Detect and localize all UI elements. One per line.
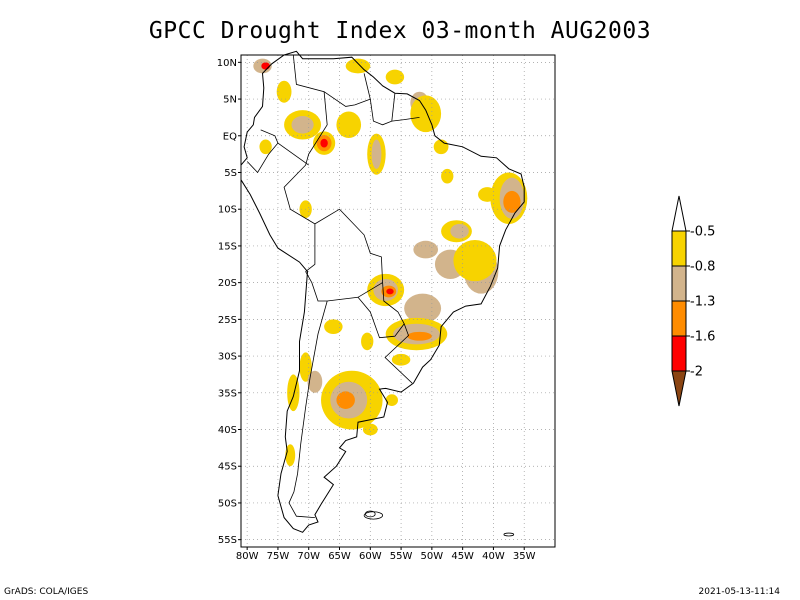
drought-patch [291, 115, 314, 134]
drought-patch [407, 331, 432, 341]
country-border [246, 129, 279, 174]
island-outline [363, 511, 384, 520]
lon-tick-label: 80W [236, 551, 259, 562]
lat-tick-label: 50S [218, 498, 237, 509]
country-border [357, 282, 405, 339]
legend-label: -0.5 [690, 225, 715, 240]
lon-tick-label: 50W [421, 551, 444, 562]
drought-patch [386, 288, 394, 295]
country-border [277, 142, 309, 166]
drought-patch [259, 139, 272, 155]
lon-tick-label: 65W [328, 551, 351, 562]
lon-tick-label: 35W [513, 551, 536, 562]
drought-patch [362, 423, 378, 436]
drought-patch [503, 190, 521, 213]
lat-tick-label: 10S [218, 205, 237, 216]
legend-label: -1.3 [690, 295, 715, 310]
drought-patch [320, 138, 328, 148]
drought-patch [441, 168, 454, 184]
map-frame [240, 54, 556, 548]
legend-label: -0.8 [690, 260, 715, 275]
lat-tick-label: 40S [218, 425, 237, 436]
lat-tick-label: EQ [223, 131, 237, 142]
coastline-borders [240, 50, 525, 537]
legend-swatch [671, 230, 687, 267]
country-border [391, 93, 396, 122]
drought-patch [413, 240, 439, 259]
lon-tick-label: 40W [482, 551, 505, 562]
lon-tick-label: 45W [451, 551, 474, 562]
lon-tick-label: 70W [297, 551, 320, 562]
lat-tick-label: 25S [218, 315, 237, 326]
lat-tick-label: 5N [223, 95, 237, 106]
country-border [369, 99, 420, 126]
drought-patch [276, 80, 292, 103]
legend-label: -1.6 [690, 330, 715, 345]
lat-tick-label: 30S [218, 352, 237, 363]
lat-tick-label: 20S [218, 278, 237, 289]
south-america-coastline [240, 50, 525, 533]
drought-patch [371, 139, 382, 169]
drought-patch [285, 444, 296, 467]
country-border [283, 54, 328, 272]
drought-patch [478, 187, 497, 202]
lat-tick-label: 15S [218, 241, 237, 252]
lat-tick-label: 55S [218, 535, 237, 546]
drought-patch [307, 370, 323, 393]
drought-patch [385, 69, 405, 85]
drought-patch [385, 394, 398, 407]
drought-patch [361, 332, 374, 351]
country-border [323, 73, 371, 107]
legend-swatch [671, 335, 687, 372]
lon-tick-label: 75W [267, 551, 290, 562]
drought-patch [453, 240, 497, 282]
legend-swatch [671, 265, 687, 302]
island-outline [503, 532, 515, 537]
axis-tick-labels: 10N 5N EQ 5S 10S 15S 20S 25S 30S 35S 40S 45S 50S 55S 8… [217, 58, 536, 562]
map-title: GPCC Drought Index 03-month AUG2003 [148, 18, 652, 44]
drought-patch [336, 111, 362, 138]
lat-lon-gridlines [241, 55, 555, 547]
lat-tick-label: 10N [217, 58, 237, 69]
country-border [288, 300, 328, 518]
drought-patch [433, 139, 449, 155]
drought-patch [410, 95, 442, 133]
country-border [384, 323, 413, 384]
legend-swatch-top [671, 195, 687, 232]
drought-patch [261, 62, 270, 70]
footer-credit: GrADS: COLA/IGES [4, 587, 89, 597]
drought-patch [336, 391, 355, 409]
drought-patch [324, 319, 343, 335]
lat-tick-label: 5S [224, 168, 237, 179]
legend-swatch [671, 300, 687, 337]
legend-swatch-bottom [671, 370, 687, 407]
lon-tick-label: 60W [359, 551, 382, 562]
island-outline [364, 510, 376, 518]
color-legend: -0.5 -0.8 -1.3 -1.6 -2 [671, 195, 715, 407]
footer-timestamp: 2021-05-13-11:14 [698, 587, 781, 597]
legend-label: -2 [690, 365, 703, 380]
drought-fill-layer [253, 58, 528, 467]
lat-tick-label: 35S [218, 388, 237, 399]
lat-tick-label: 45S [218, 462, 237, 473]
drought-patch [450, 223, 469, 239]
lon-tick-label: 55W [390, 551, 413, 562]
